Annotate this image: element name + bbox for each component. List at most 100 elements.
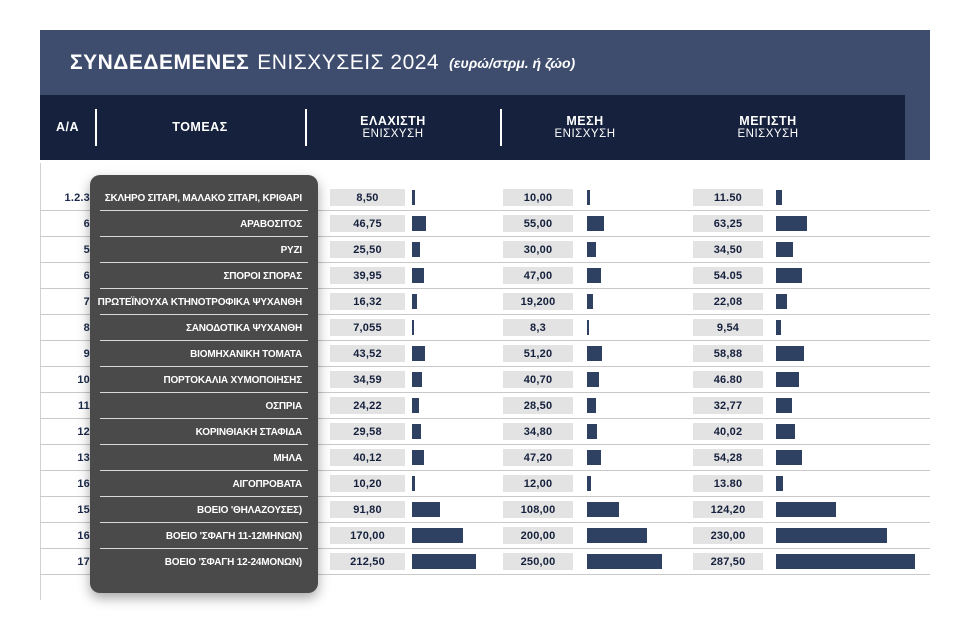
avg-value-box: 8,3 (503, 319, 573, 336)
title-unit-note: (ευρώ/στρμ. ή ζώο) (449, 54, 576, 71)
panel-divider (100, 444, 308, 445)
sector-label: ΡΥΖΙ (280, 244, 303, 256)
min-value-box: 40,12 (330, 449, 405, 466)
max-bar (776, 424, 796, 439)
panel-divider (100, 236, 308, 237)
table-header: Α/Α ΤΟΜΕΑΣ ΕΛΑΧΙΣΤΗ ΕΝΙΣΧΥΣΗ ΜΕΣΗ ΕΝΙΣΧΥ… (40, 95, 930, 160)
max-value-box: 54,28 (693, 449, 763, 466)
row-id: 8 (83, 322, 90, 334)
min-value-box: 46,75 (330, 215, 405, 232)
min-bar (412, 346, 426, 361)
min-bar (412, 528, 463, 543)
avg-value-box: 19,200 (503, 293, 573, 310)
avg-value-box: 108,00 (503, 501, 573, 518)
panel-divider (100, 288, 308, 289)
table-row: 16 170,00 200,00 230,00 (40, 523, 930, 549)
avg-value-box: 200,00 (503, 527, 573, 544)
avg-value-box: 10,00 (503, 189, 573, 206)
table-row: 10 34,59 40,70 46.80 (40, 367, 930, 393)
max-bar (776, 190, 782, 205)
min-value-box: 25,50 (330, 241, 405, 258)
avg-bar (587, 476, 591, 491)
panel-divider (100, 522, 308, 523)
sector-label: ΟΣΠΡΙΑ (265, 400, 303, 412)
sector-panel-slot: ΠΟΡΤΟΚΑΛΙΑ ΧΥΜΟΠΟΙΗΣΗΣ (90, 367, 318, 393)
panel-divider (100, 314, 308, 315)
max-bar (776, 450, 803, 465)
row-id: 1.2.3 (64, 192, 90, 204)
min-value-box: 170,00 (330, 527, 405, 544)
avg-value-box: 34,80 (503, 423, 573, 440)
column-header-sector: ΤΟΜΕΑΣ (172, 120, 228, 135)
sector-panel-slot: ΒΟΕΙΟ 'ΘΗΛΑΖΟΥΣΕΣ) (90, 497, 318, 523)
sector-panel-slot: ΟΣΠΡΙΑ (90, 393, 318, 419)
panel-divider (100, 470, 308, 471)
table-row: 7 16,32 19,200 22,08 (40, 289, 930, 315)
max-bar (776, 528, 888, 543)
max-value-box: 40,02 (693, 423, 763, 440)
sector-panel-slot: ΑΙΓΟΠΡΟΒΑΤΑ (90, 471, 318, 497)
row-id: 6 (83, 218, 90, 230)
sector-panel-slot: ΑΡΑΒΟΣΙΤΟΣ (90, 211, 318, 237)
min-value-box: 43,52 (330, 345, 405, 362)
header-divider (95, 109, 97, 146)
table-row: 5 25,50 30,00 34,50 (40, 237, 930, 263)
max-bar (776, 216, 807, 231)
sector-panel-slot: ΒΟΕΙΟ 'ΣΦΑΓΗ 12-24ΜΟΝΩΝ) (90, 549, 318, 575)
column-header-avg: ΜΕΣΗ ΕΝΙΣΧΥΣΗ (554, 113, 616, 141)
row-id: 16 (77, 530, 90, 542)
min-value-box: 29,58 (330, 423, 405, 440)
min-bar (412, 268, 424, 283)
table-row: 12 29,58 34,80 40,02 (40, 419, 930, 445)
row-id: 9 (83, 348, 90, 360)
row-id: 7 (83, 296, 90, 308)
table-row: 13 40,12 47,20 54,28 (40, 445, 930, 471)
sector-label: ΒΟΕΙΟ 'ΣΦΑΓΗ 12-24ΜΟΝΩΝ) (164, 556, 302, 568)
header-divider (305, 109, 307, 146)
table-left-border (40, 163, 41, 600)
max-value-box: 54.05 (693, 267, 763, 284)
max-bar (776, 320, 781, 335)
sector-panel-slot: ΠΡΩΤΕΪΝΟΥΧΑ ΚΤΗΝΟΤΡΟΦΙΚΑ ΨΥΧΑΝΘΗ (90, 289, 318, 315)
avg-value-box: 250,00 (503, 553, 573, 570)
column-header-max: ΜΕΓΙΣΤΗ ΕΝΙΣΧΥΣΗ (737, 113, 799, 141)
min-value-box: 39,95 (330, 267, 405, 284)
row-id: 5 (83, 244, 90, 256)
sector-label: ΣΠΟΡΟΙ ΣΠΟΡΑΣ (223, 270, 302, 282)
min-bar (412, 398, 420, 413)
min-bar (412, 294, 417, 309)
sector-panel-slot: ΡΥΖΙ (90, 237, 318, 263)
max-bar (776, 554, 915, 569)
min-bar (412, 450, 425, 465)
max-value-box: 9,54 (693, 319, 763, 336)
table-body: 1.2.3 8,50 10,00 11.50 6 46,75 55,00 63,… (40, 185, 930, 575)
avg-value-box: 51,20 (503, 345, 573, 362)
min-value-box: 8,50 (330, 189, 405, 206)
row-id: 13 (77, 452, 90, 464)
max-bar (776, 242, 793, 257)
min-bar (412, 216, 427, 231)
panel-divider (100, 366, 308, 367)
sector-label: ΑΡΑΒΟΣΙΤΟΣ (240, 218, 302, 230)
header-divider (500, 109, 502, 146)
min-bar (412, 372, 423, 387)
sector-label: ΜΗΛΑ (273, 452, 302, 464)
avg-value-box: 28,50 (503, 397, 573, 414)
min-value-box: 7,055 (330, 319, 405, 336)
avg-bar (587, 190, 590, 205)
max-bar (776, 372, 799, 387)
sector-panel-slot: ΚΟΡΙΝΘΙΑΚΗ ΣΤΑΦΙΔΑ (90, 419, 318, 445)
table-row: 17 212,50 250,00 287,50 (40, 549, 930, 575)
avg-value-box: 47,20 (503, 449, 573, 466)
avg-bar (587, 268, 602, 283)
panel-divider (100, 392, 308, 393)
row-id: 12 (77, 426, 90, 438)
title-brand: ΣΥΝΔΕΔΕΜΕΝΕΣ (70, 50, 250, 74)
row-id: 11 (77, 400, 90, 412)
min-bar (412, 320, 415, 335)
panel-divider (100, 340, 308, 341)
sector-label: ΚΟΡΙΝΘΙΑΚΗ ΣΤΑΦΙΔΑ (195, 426, 303, 438)
avg-bar (587, 424, 598, 439)
row-id: 17 (77, 556, 90, 568)
